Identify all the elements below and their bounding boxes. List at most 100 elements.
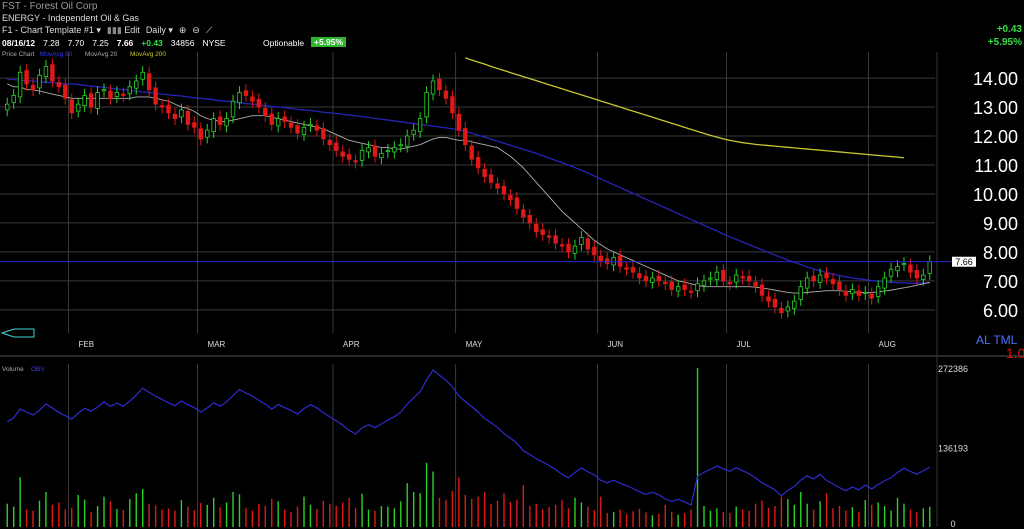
volume-bar xyxy=(677,514,679,527)
volume-bar xyxy=(529,505,531,527)
volume-bar xyxy=(258,503,260,527)
candle-body xyxy=(334,142,339,151)
candle-body xyxy=(134,80,139,89)
volume-bar xyxy=(832,508,834,527)
candle-body xyxy=(95,92,100,109)
candle-body xyxy=(759,284,765,296)
candle-body xyxy=(927,261,932,274)
candle-body xyxy=(875,286,881,297)
volume-bar xyxy=(148,503,150,527)
candle-body xyxy=(69,99,74,114)
draw-tool-icon[interactable]: ⟋ xyxy=(205,25,213,35)
candles xyxy=(5,58,932,320)
volume-bar xyxy=(767,507,770,527)
candle-body xyxy=(353,160,358,163)
volume-bar xyxy=(71,507,73,527)
volume-bar xyxy=(348,497,350,527)
volume-bar xyxy=(567,508,570,527)
candle-body xyxy=(508,194,513,201)
volume-bar xyxy=(896,497,899,527)
volume-bar xyxy=(219,507,221,527)
volume-bar xyxy=(490,503,492,527)
candle-body xyxy=(540,229,545,235)
sector-label: ENERGY - Independent Oil & Gas xyxy=(2,13,139,23)
volume-bar xyxy=(25,509,28,527)
right-change-value: +0.43 xyxy=(996,24,1022,35)
candle-body xyxy=(863,292,868,295)
candle-body xyxy=(914,270,920,279)
volume-bar xyxy=(671,511,673,527)
volume-bar xyxy=(858,511,860,527)
candle-body xyxy=(327,139,332,146)
candle-body xyxy=(534,223,539,233)
volume-bar xyxy=(741,509,744,527)
candle-body xyxy=(843,290,849,296)
legend-ma200: MovAvg 200 xyxy=(130,51,167,58)
candle-body xyxy=(63,84,68,99)
volume-bar xyxy=(432,471,434,527)
volume-bar xyxy=(341,502,344,527)
candle-body xyxy=(392,147,397,153)
volume-bar xyxy=(554,504,557,527)
volume-bar xyxy=(12,506,15,527)
candle-body xyxy=(921,274,926,280)
percent-change-badge: +5.95% xyxy=(311,37,347,47)
candle-body xyxy=(882,277,887,289)
candle-body xyxy=(592,246,597,256)
candle-body xyxy=(140,71,145,80)
volume-bar xyxy=(103,496,105,527)
candle-body xyxy=(56,82,62,88)
zoom-in-icon[interactable]: ⊕ xyxy=(178,25,187,35)
candle-body xyxy=(804,277,810,289)
candle-body xyxy=(527,214,532,224)
volume-bar xyxy=(729,512,731,527)
candle-body xyxy=(101,89,107,92)
volume-bar xyxy=(780,496,783,527)
candle-body xyxy=(263,108,268,117)
volume-bar xyxy=(645,512,647,527)
volume-bar xyxy=(174,510,176,527)
edit-button[interactable]: ▮▮▮ Edit xyxy=(106,25,140,35)
volume-bar xyxy=(129,498,131,527)
volume-bar xyxy=(142,489,144,527)
candle-body xyxy=(521,209,526,218)
candle-body xyxy=(488,174,494,183)
volume-bar xyxy=(561,500,563,527)
volume-bar xyxy=(232,491,234,527)
candle-body xyxy=(5,103,10,111)
volume-bar xyxy=(793,504,795,527)
volume-bar xyxy=(722,511,725,527)
template-dropdown[interactable]: F1 - Chart Template #1 ▾ xyxy=(2,25,101,35)
volume-bar xyxy=(864,500,866,527)
candle-body xyxy=(443,90,449,99)
zoom-out-icon[interactable]: ⊖ xyxy=(192,25,200,35)
volume-bar xyxy=(77,494,79,527)
candle-body xyxy=(624,267,629,270)
symbol-title: FST - Forest Oil Corp xyxy=(2,1,98,12)
volume-bars xyxy=(6,368,931,527)
candle-body xyxy=(301,126,307,135)
volume-bar xyxy=(393,508,396,527)
price-tick-label: 7.00 xyxy=(983,272,1018,292)
volume-tick-label: 272386 xyxy=(938,364,968,374)
volume-bar xyxy=(303,496,305,527)
volume-bar xyxy=(38,500,41,527)
candle-body xyxy=(830,279,836,285)
period-dropdown[interactable]: Daily ▾ xyxy=(145,25,173,35)
volume-bar xyxy=(709,510,712,527)
candle-body xyxy=(856,290,862,296)
volume-bar xyxy=(367,509,370,527)
volume-bar xyxy=(800,491,802,527)
candle-body xyxy=(585,238,591,250)
candle-body xyxy=(275,118,281,127)
candle-body xyxy=(650,277,655,283)
volume-bar xyxy=(761,500,763,527)
candle-body xyxy=(379,152,384,159)
volume-bar xyxy=(587,506,589,527)
volume-bar xyxy=(283,509,286,527)
candle-body xyxy=(424,92,429,118)
candle-body xyxy=(463,128,468,146)
volume-bar xyxy=(290,511,292,527)
candle-body xyxy=(159,105,165,108)
